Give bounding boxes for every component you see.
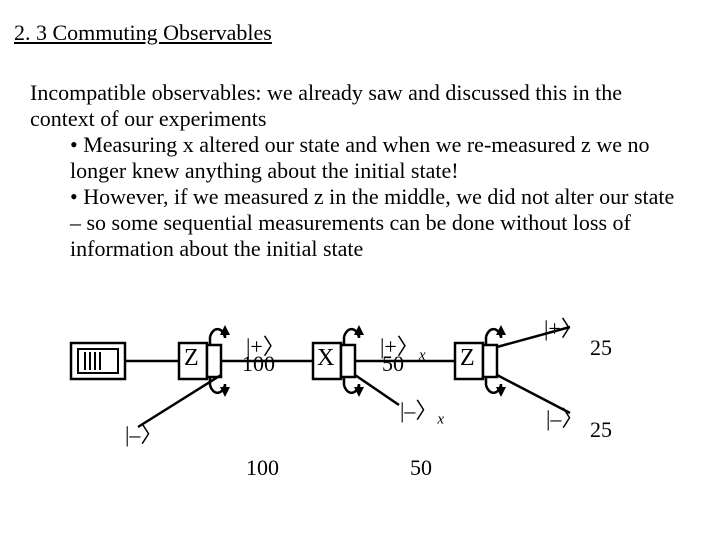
z1-label: Z [184,345,199,372]
section-title: 2. 3 Commuting Observables [14,20,272,46]
count-100b: 100 [246,455,279,481]
count-100a: 100 [242,351,275,377]
body-text: Incompatible observables: we already saw… [30,80,690,262]
ket-minus-1: |–〉 [125,417,162,449]
intro-line: Incompatible observables: we already saw… [30,80,690,132]
ket-plus-2: |+〉 [544,311,583,343]
bullet-2: • However, if we measured z in the middl… [30,184,690,262]
count-50b: 50 [410,455,432,481]
ket-minus-2: |–〉 [546,401,583,433]
diagram-area: Z X Z |+〉 100 |–〉 |+〉x 50 |–〉x |+〉 25 |–… [30,305,690,525]
x-label: X [317,345,334,372]
ket-minus-x: |–〉x [400,393,444,428]
bullet-1: • Measuring x altered our state and when… [30,132,690,184]
z2-label: Z [460,345,475,372]
count-50a: 50 [382,351,404,377]
count-25a: 25 [590,335,612,361]
count-25b: 25 [590,417,612,443]
